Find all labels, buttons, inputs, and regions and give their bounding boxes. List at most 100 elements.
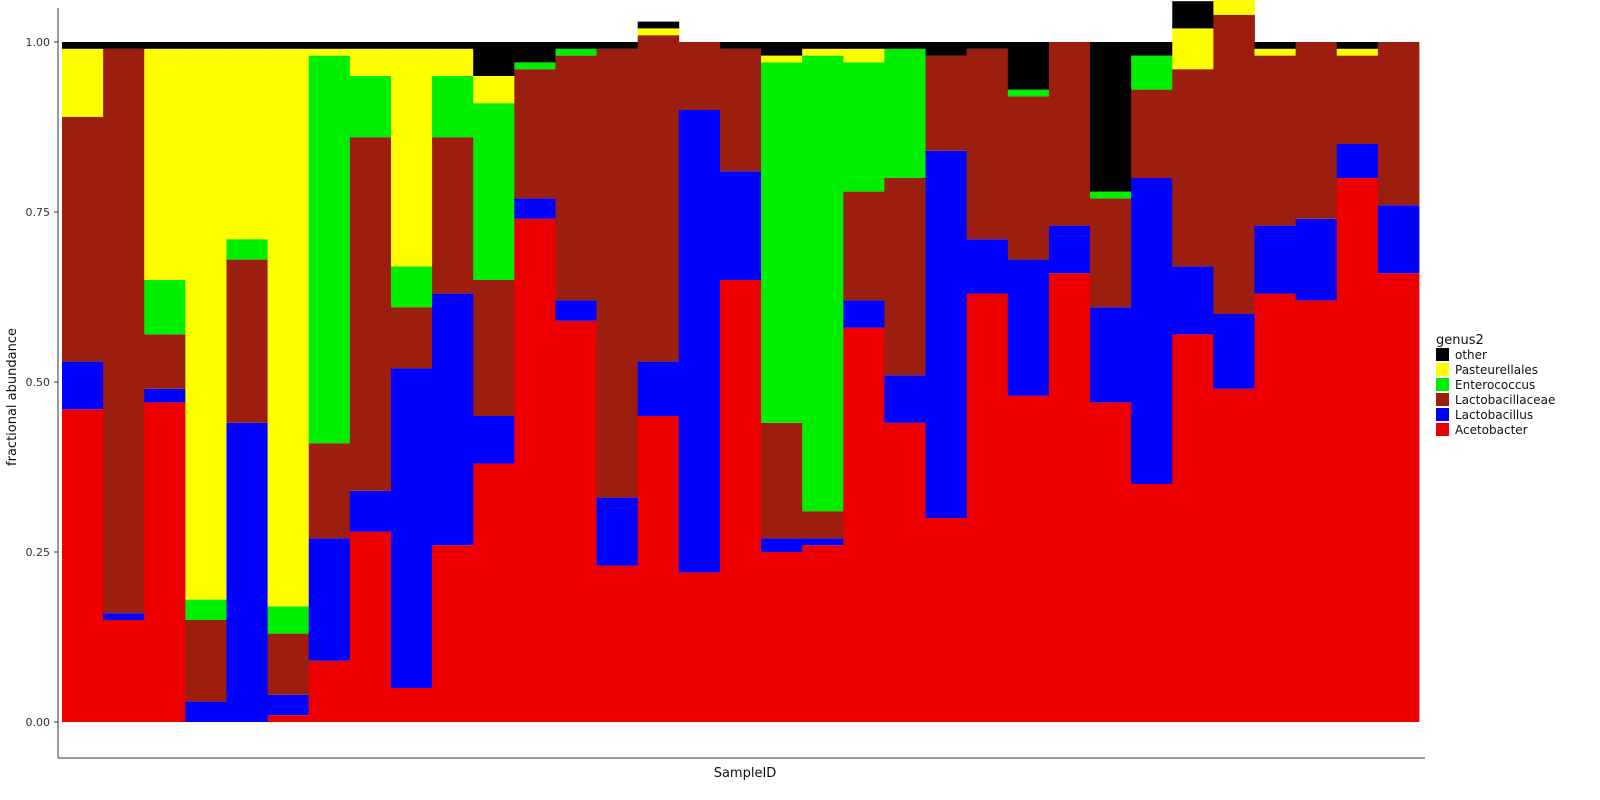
bar-segment-20-other [843,42,885,49]
bar-segment-8-acetobacter [349,531,392,722]
bar-segment-30-other [1254,42,1297,49]
bar-segment-30-acetobacter [1254,293,1297,722]
bar-segment-8-lactobacillus [349,490,392,532]
bar-segment-4-other [185,42,227,49]
bar-segment-10-lactobacillus [432,293,474,546]
bar-segment-33-acetobacter [1377,273,1420,722]
bar-segment-10-lactobacillaceae [432,137,474,294]
bar-segment-18-other [761,42,803,56]
legend-swatch-other [1436,348,1449,361]
bar-segment-22-lactobacillus [925,150,968,519]
bar-segment-23-acetobacter [966,293,1009,722]
y-tick-label-2: 0.50 [26,376,51,389]
bar-segment-19-pasteurellales [802,48,844,56]
bar-segment-17-lactobacillus [719,171,762,280]
bar-segment-8-pasteurellales [349,48,392,76]
bar-segment-9-lactobacillus [390,368,433,688]
bar-segment-27-other [1131,42,1173,56]
bar-segment-12-enterococcus [514,62,556,70]
bar-segment-21-enterococcus [884,48,926,178]
bar-segment-20-acetobacter [843,327,885,722]
bar-segment-30-lactobacillus [1254,225,1297,294]
y-tick-label-4: 1.00 [26,36,51,49]
bar-segment-31-lactobacillus [1295,218,1338,301]
bar-segment-21-other [884,42,926,49]
bar-segment-10-pasteurellales [432,48,474,76]
bar-segment-26-other [1090,42,1132,192]
bar-segment-29-lactobacillaceae [1213,14,1255,315]
bar-segment-8-enterococcus [349,76,392,138]
legend-label-enterococcus: Enterococcus [1455,378,1535,392]
bar-segment-24-other [1007,42,1050,90]
legend-swatch-pasteurellales [1436,363,1449,376]
bar-segment-29-pasteurellales [1213,0,1255,15]
bar-segment-26-acetobacter [1090,402,1132,722]
bar-segment-11-lactobacillus [473,416,515,464]
bar-segment-3-enterococcus [144,280,186,335]
legend-swatch-enterococcus [1436,378,1449,391]
legend-items: otherPasteurellalesEnterococcusLactobaci… [1436,348,1555,437]
bar-segment-27-acetobacter [1131,484,1173,722]
bar-segment-26-lactobacillus [1090,307,1132,403]
bar-segment-25-lactobacillaceae [1048,42,1091,226]
bar-segment-16-lactobacillus [678,110,721,573]
bar-segment-6-other [267,42,310,49]
bar-segment-27-lactobacillaceae [1131,89,1173,178]
bar-segment-15-acetobacter [637,416,680,722]
bar-segment-4-lactobacillaceae [185,620,227,702]
bar-segment-14-other [596,42,639,49]
bar-segment-1-acetobacter [62,409,104,722]
bar-segment-15-pasteurellales [637,28,680,36]
bar-segment-33-lactobacillus [1377,205,1420,274]
bar-segment-14-acetobacter [596,565,639,722]
bar-segment-17-lactobacillaceae [719,48,762,172]
bar-segment-2-acetobacter [103,620,145,722]
bar-segment-20-pasteurellales [843,48,885,63]
bar-segment-1-lactobacillaceae [62,116,104,362]
bar-segment-23-lactobacillaceae [966,48,1009,240]
bar-segment-9-pasteurellales [390,48,433,267]
bar-segment-3-lactobacillus [144,388,186,403]
bar-segment-30-pasteurellales [1254,48,1297,56]
bar-segment-28-lactobacillus [1172,266,1214,335]
bar-segment-18-lactobacillus [761,538,803,552]
bar-segment-32-acetobacter [1336,178,1379,722]
bar-segment-10-enterococcus [432,76,474,138]
bar-segment-1-other [62,42,104,49]
legend-label-acetobacter: Acetobacter [1455,423,1528,437]
bar-segment-19-enterococcus [802,55,844,512]
bar-segment-2-lactobacillaceae [103,48,145,614]
bar-segment-6-acetobacter [267,715,310,722]
bar-segment-17-other [719,42,762,49]
bar-segment-15-other [637,21,680,29]
bar-segment-21-acetobacter [884,422,926,722]
bar-segment-17-acetobacter [719,280,762,722]
bar-segment-11-other [473,42,515,76]
bar-segment-13-acetobacter [555,320,597,722]
bar-segment-22-acetobacter [925,518,968,722]
bar-segment-12-acetobacter [514,218,556,723]
bar-segment-18-pasteurellales [761,55,803,63]
bar-segment-28-acetobacter [1172,334,1214,722]
bar-segment-27-lactobacillus [1131,178,1173,484]
bar-segment-13-other [555,42,597,49]
bar-segment-6-pasteurellales [267,48,310,607]
bar-segment-31-lactobacillaceae [1295,42,1338,219]
bar-segment-5-enterococcus [226,239,268,260]
bar-segment-32-lactobacillaceae [1336,55,1379,144]
bar-segment-11-lactobacillaceae [473,280,515,416]
bar-segment-26-enterococcus [1090,191,1132,199]
bar-segment-7-acetobacter [308,660,351,722]
bar-segment-12-lactobacillus [514,198,556,219]
bar-segment-1-pasteurellales [62,48,104,117]
bar-segment-2-lactobacillus [103,613,145,620]
bar-segment-3-acetobacter [144,402,186,722]
bar-segment-1-lactobacillus [62,361,104,410]
bar-segment-3-other [144,42,186,49]
y-tick-label-1: 0.25 [26,546,51,559]
bar-segment-13-enterococcus [555,48,597,56]
bar-segment-28-pasteurellales [1172,28,1214,70]
bar-segment-25-lactobacillus [1048,225,1091,274]
bar-segment-24-enterococcus [1007,89,1050,97]
bar-segment-13-lactobacillus [555,300,597,321]
